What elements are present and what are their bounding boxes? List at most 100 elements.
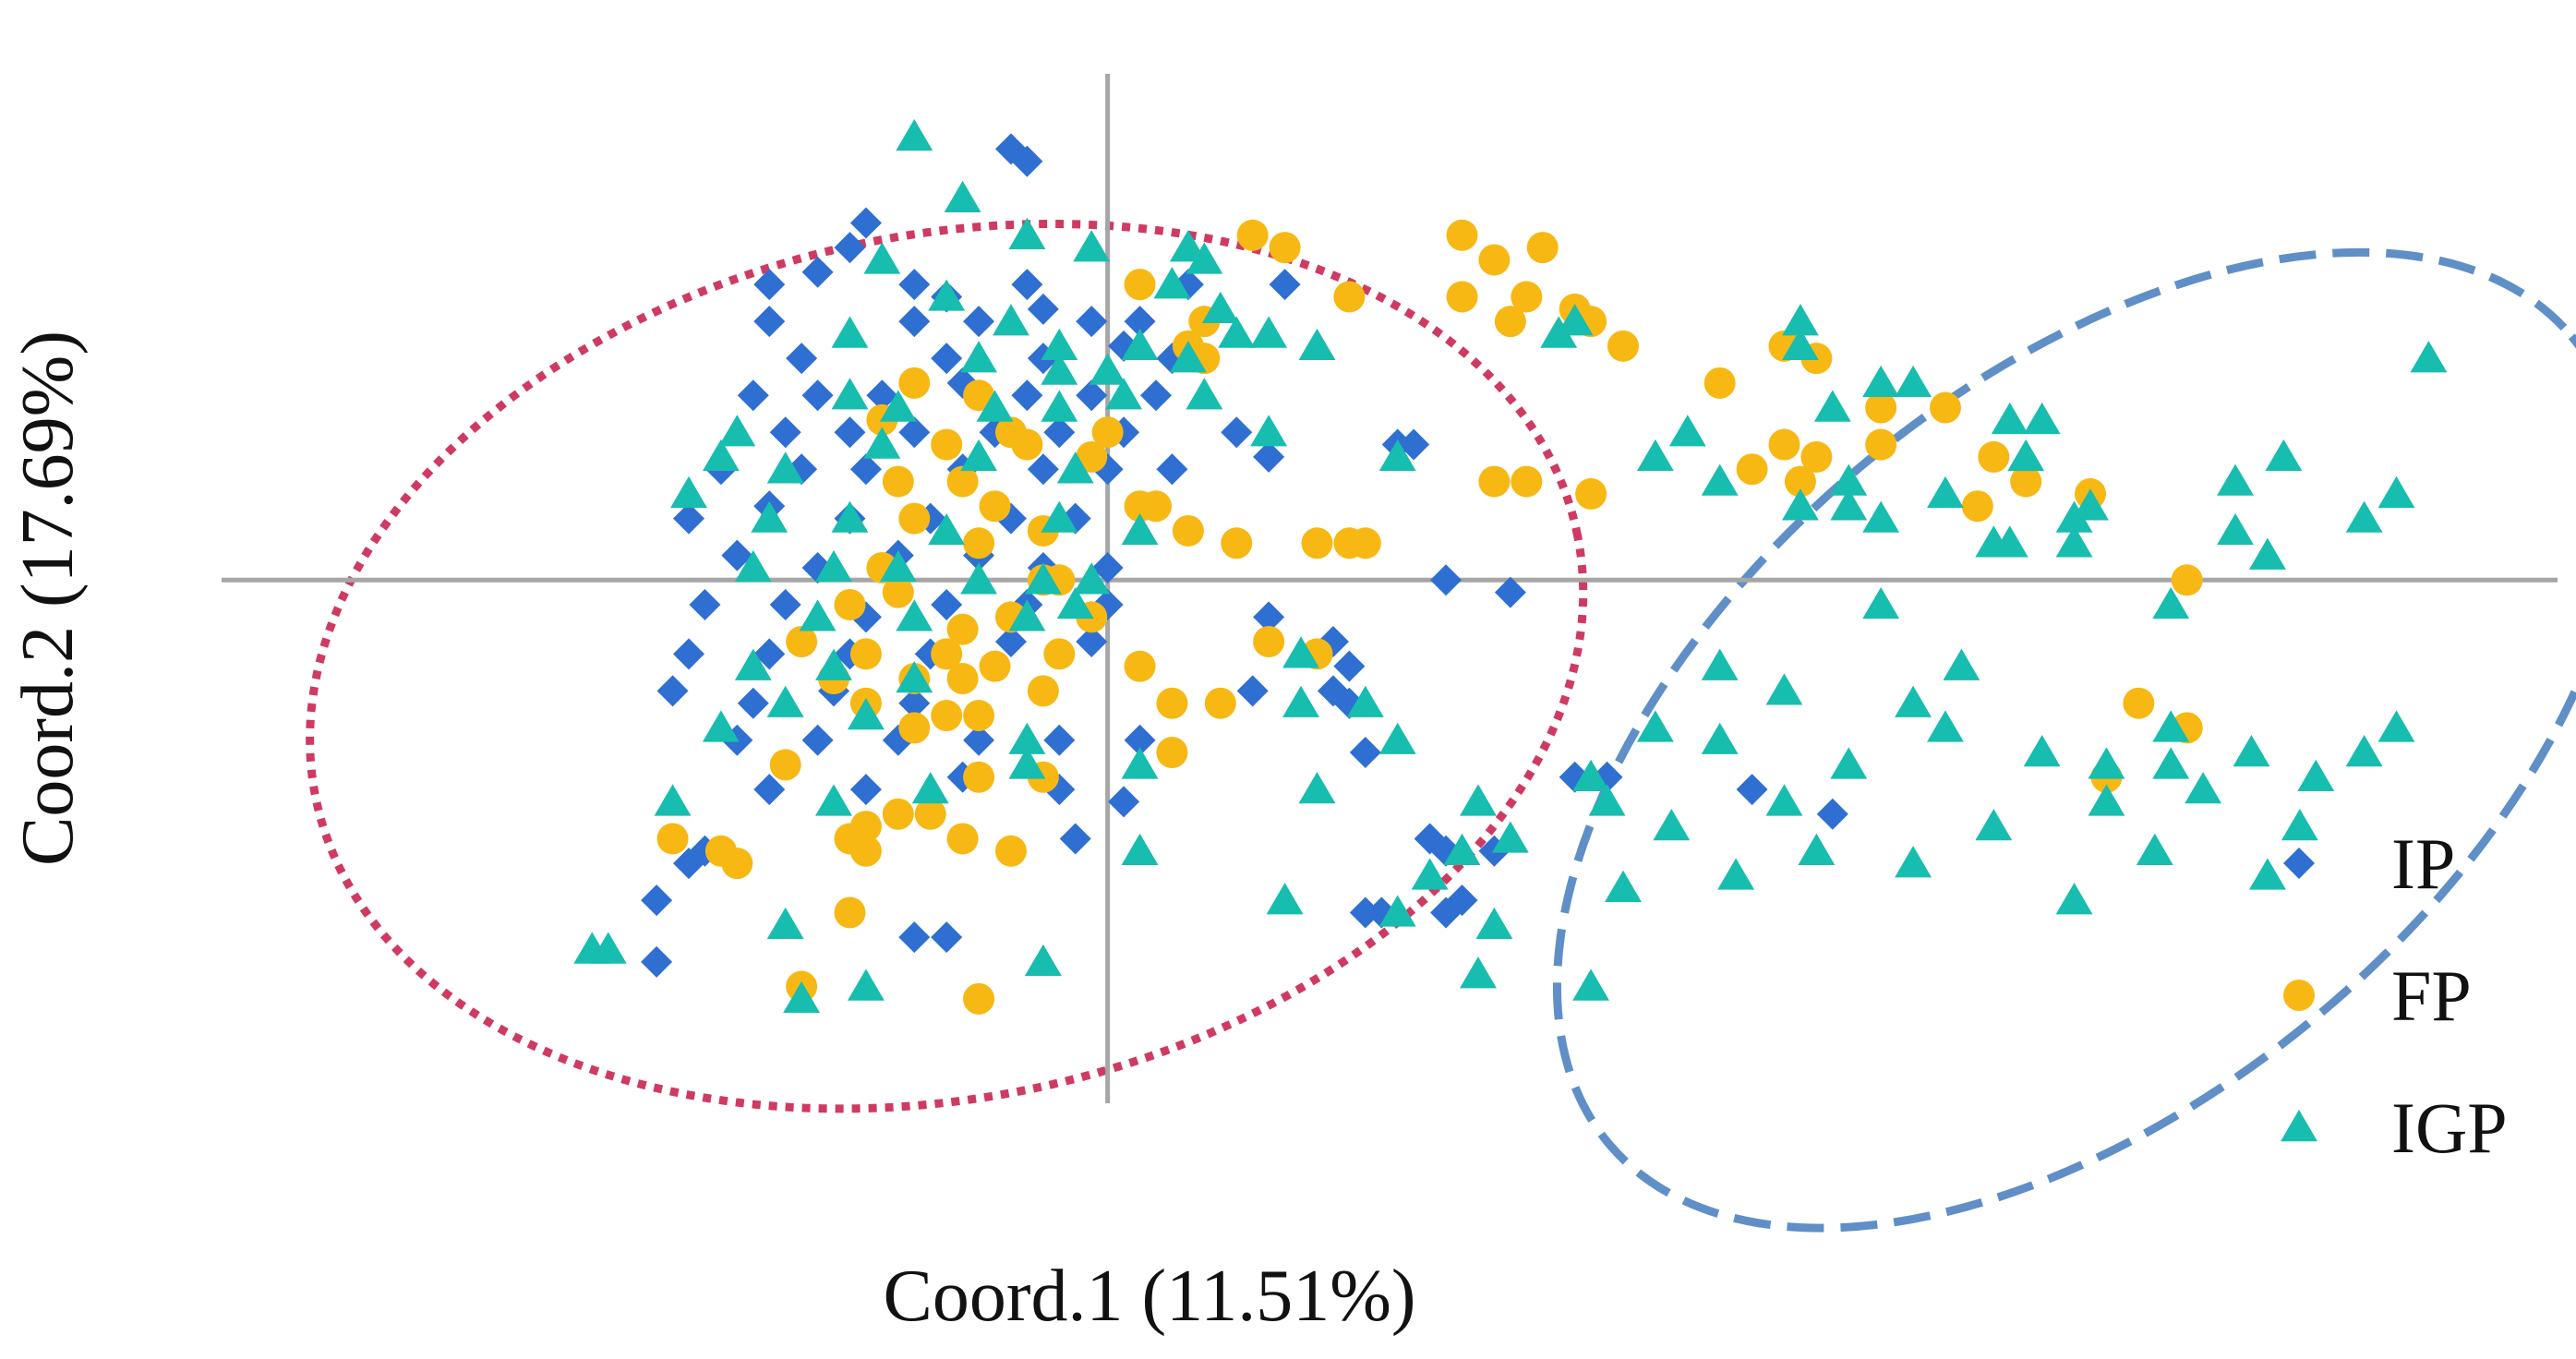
igp-point <box>2023 402 2061 435</box>
igp-point <box>1008 722 1046 754</box>
fp-point <box>1172 514 1204 547</box>
igp-point <box>1282 636 1319 668</box>
igp-point <box>1056 586 1094 619</box>
igp-point <box>2055 525 2093 558</box>
fp-point <box>1978 440 2010 473</box>
cluster-ellipses <box>306 219 2576 1233</box>
fp-point <box>1269 232 1301 264</box>
fp-point <box>1124 650 1156 682</box>
igp-point <box>654 784 692 816</box>
igp-point <box>1975 525 2013 558</box>
igp-point <box>1556 304 1594 336</box>
ip-point <box>1816 798 1848 830</box>
igp-point <box>960 562 998 595</box>
igp-point <box>1250 415 1288 447</box>
igp-point <box>1266 883 1304 915</box>
igp-point <box>1813 390 1851 422</box>
igp-point <box>1765 673 1803 705</box>
igp-point <box>1298 328 1336 361</box>
igp-point <box>1460 784 1497 816</box>
igp-point <box>1201 291 1239 324</box>
fp-point <box>1043 638 1076 670</box>
ip-point <box>786 343 818 375</box>
igp-point <box>1169 230 1207 262</box>
igp-point <box>2345 500 2383 533</box>
ip-point <box>1333 650 1366 682</box>
igp-point <box>1927 710 1964 742</box>
fp-point <box>1446 219 1478 251</box>
series-ip <box>641 133 1848 978</box>
igp-point <box>766 685 804 717</box>
cluster-ellipse-left <box>306 219 1588 1113</box>
fp-point <box>1333 281 1366 313</box>
ip-point <box>931 588 963 620</box>
igp-point <box>1862 365 1900 398</box>
igp-point <box>863 427 901 459</box>
fp-point <box>898 502 931 535</box>
fp-point <box>1124 269 1156 301</box>
ip-point <box>931 343 963 375</box>
igp-point <box>734 648 772 680</box>
ip-point <box>1011 145 1043 177</box>
fp-point <box>1526 232 1559 264</box>
ip-point <box>994 626 1027 657</box>
igp-point <box>1636 710 1674 742</box>
ip-point <box>801 379 834 412</box>
igp-point <box>1250 316 1288 348</box>
legend-item-igp: IGP <box>2281 1088 2508 1168</box>
ip-point <box>1108 786 1140 818</box>
igp-point <box>702 710 740 742</box>
fp-point <box>1253 626 1285 657</box>
igp-point <box>1605 870 1642 902</box>
igp-point <box>1186 378 1223 410</box>
ip-point <box>898 306 931 338</box>
ip-point <box>1140 379 1172 412</box>
fp-point <box>1929 391 1961 424</box>
fp-point <box>882 576 914 608</box>
igp-point <box>2265 439 2303 472</box>
fp-point <box>931 638 963 670</box>
fp-point <box>882 465 914 498</box>
igp-point <box>879 390 917 422</box>
ip-point <box>898 416 931 449</box>
fp-point <box>849 811 882 843</box>
ip-point <box>931 921 963 954</box>
ip-point <box>641 884 673 917</box>
legend-marker-fp <box>2283 980 2315 1011</box>
igp-point <box>2185 772 2222 804</box>
ip-point <box>1156 453 1188 486</box>
igp-point <box>2152 747 2190 779</box>
fp-point <box>2171 564 2203 596</box>
fp-point <box>898 367 931 399</box>
igp-point <box>1121 833 1159 865</box>
igp-point <box>734 549 772 583</box>
ip-point <box>801 256 834 288</box>
fp-point <box>946 465 979 498</box>
ip-point <box>849 207 882 239</box>
legend-label-igp: IGP <box>2391 1088 2508 1168</box>
fp-point <box>1349 527 1381 559</box>
legend-label-fp: FP <box>2391 956 2472 1036</box>
igp-point <box>1572 968 1610 1001</box>
ip-point <box>721 539 753 571</box>
ip-point <box>1349 737 1381 769</box>
ip-point <box>849 453 882 486</box>
fp-point <box>1736 453 1768 486</box>
igp-point <box>2377 475 2415 509</box>
igp-point <box>1153 267 1191 299</box>
igp-point <box>1701 722 1739 754</box>
igp-point <box>2248 858 2286 890</box>
igp-point <box>799 599 837 631</box>
ip-point <box>1011 379 1043 412</box>
legend-marker-igp <box>2281 1110 2317 1142</box>
fp-point <box>898 712 931 744</box>
igp-point <box>2055 500 2093 533</box>
igp-point <box>702 439 740 472</box>
fp-point <box>979 650 1011 682</box>
ip-point <box>753 306 786 338</box>
igp-point <box>944 180 981 212</box>
fp-point <box>2010 465 2042 498</box>
igp-point <box>1346 685 1384 717</box>
fp-point <box>656 823 689 855</box>
igp-point <box>1765 784 1803 816</box>
